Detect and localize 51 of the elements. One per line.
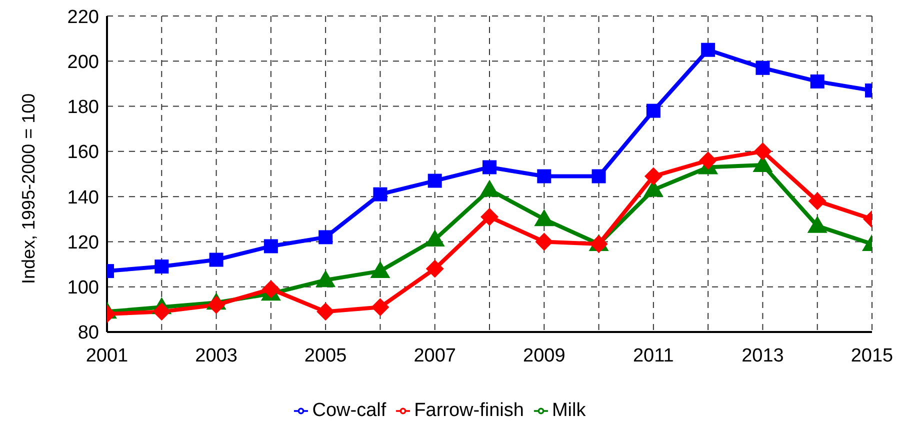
legend-label: Milk: [552, 400, 586, 421]
point: [318, 230, 333, 244]
x-tick-label: 2013: [742, 345, 784, 366]
point: [207, 296, 226, 314]
point: [316, 270, 336, 288]
point: [424, 229, 445, 246]
point: [480, 208, 498, 226]
point: [482, 160, 496, 174]
y-tick-label: 100: [67, 278, 99, 299]
point: [480, 180, 500, 197]
point: [154, 260, 169, 274]
point: [644, 167, 662, 186]
x-tick-label: 2007: [414, 345, 456, 366]
point: [535, 232, 554, 251]
y-tick-label: 220: [67, 6, 99, 28]
legend-label: Farrow-finish: [414, 400, 524, 421]
legend-label: Cow-calf: [312, 400, 386, 421]
y-tick-label: 160: [67, 142, 99, 164]
point: [373, 187, 388, 202]
x-tick-label: 2001: [86, 345, 128, 366]
y-tick-label: 120: [67, 232, 99, 254]
y-tick-label: 200: [67, 52, 99, 73]
point: [537, 169, 552, 184]
point: [426, 260, 444, 278]
y-tick-label: 140: [67, 187, 99, 208]
point: [646, 104, 660, 118]
point: [316, 302, 335, 321]
point: [808, 192, 826, 210]
y-tick-label: 80: [78, 322, 99, 344]
x-tick-label: 2003: [195, 345, 238, 366]
point: [810, 74, 824, 88]
point: [152, 302, 171, 321]
point: [209, 252, 224, 267]
point: [534, 209, 554, 226]
point: [701, 42, 716, 57]
point: [370, 261, 390, 278]
x-tick-label: 2009: [523, 345, 566, 366]
point: [428, 174, 442, 188]
point: [262, 280, 280, 298]
point: [756, 60, 770, 75]
point: [807, 216, 828, 233]
point: [371, 298, 390, 316]
x-tick-label: 2011: [633, 345, 674, 366]
y-tick-label: 180: [67, 97, 99, 118]
point: [754, 142, 772, 160]
y-axis-title: Index, 1995-2000 = 100: [18, 93, 38, 284]
point: [592, 169, 606, 184]
point: [699, 151, 718, 170]
x-tick-label: 2005: [304, 345, 347, 366]
point: [264, 239, 278, 254]
x-tick-label: 2015: [850, 345, 894, 366]
